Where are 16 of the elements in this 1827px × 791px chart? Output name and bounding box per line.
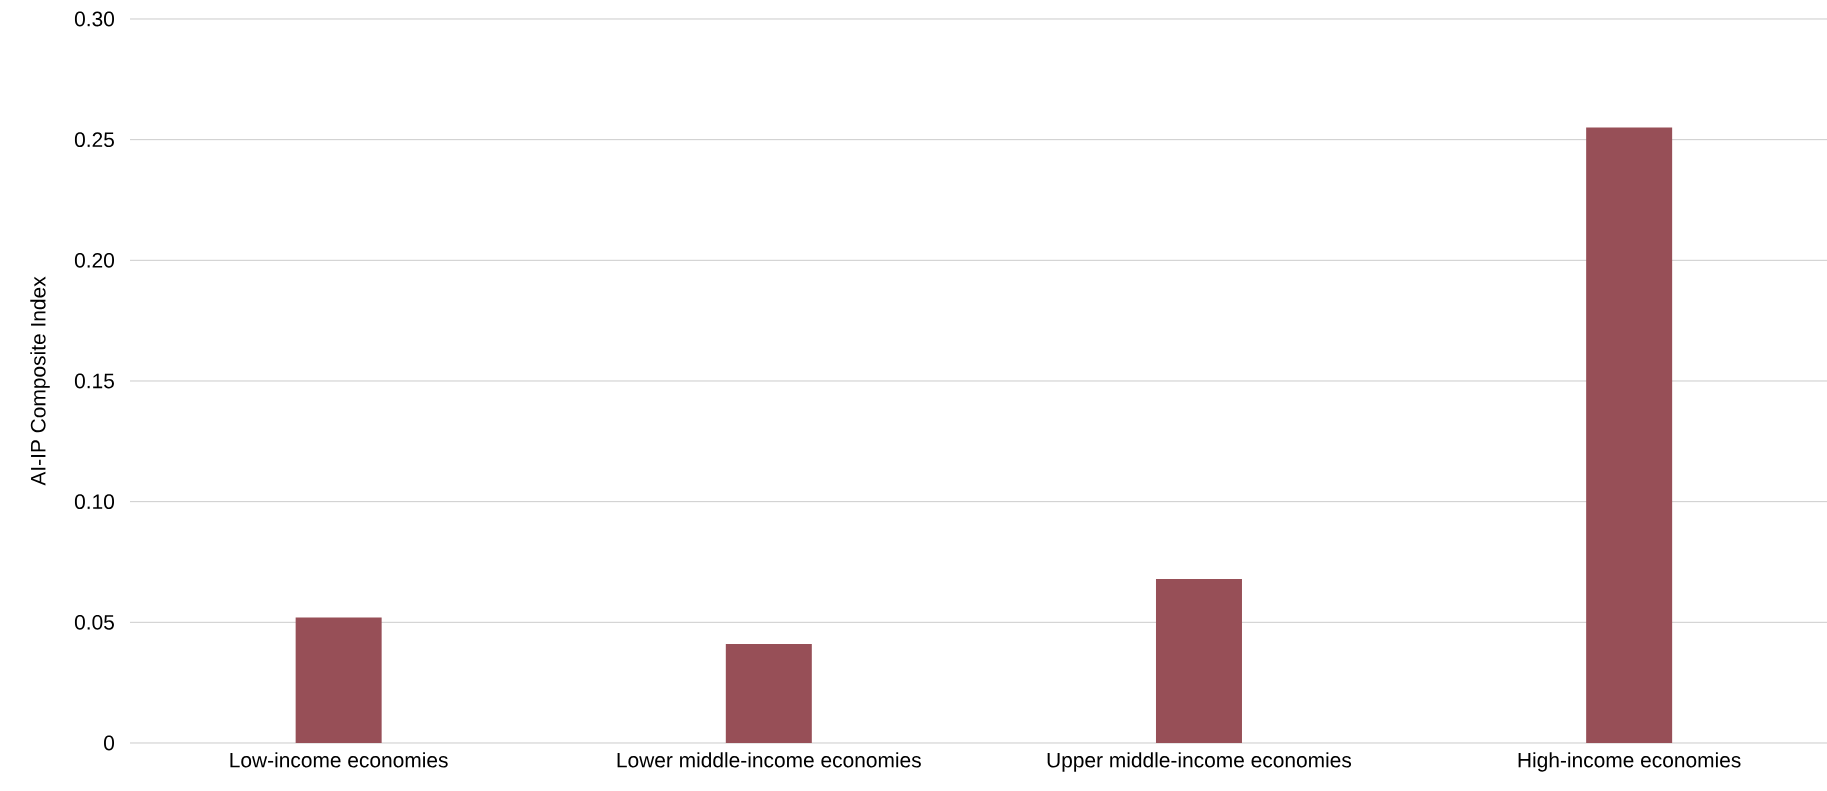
- x-tick-label: Low-income economies: [230, 752, 448, 768]
- y-tick-label: 0: [104, 735, 115, 751]
- y-tick-label: 0.05: [74, 614, 114, 630]
- x-tick-label: Upper middle-income economies: [1047, 752, 1352, 772]
- y-tick-label: 0.20: [74, 252, 115, 268]
- y-axis-title: AI-IP Composite Index: [30, 276, 50, 486]
- y-tick-label: 0.15: [74, 373, 114, 389]
- x-tick-label: Lower middle-income economies: [617, 752, 921, 768]
- y-tick-label: 0.25: [74, 132, 114, 148]
- y-tick-label: 0.10: [74, 494, 115, 510]
- bar: [1155, 578, 1242, 743]
- bar: [1586, 127, 1673, 743]
- bar: [725, 644, 812, 743]
- x-tick-label: High-income economies: [1518, 752, 1741, 772]
- y-tick-label: 0.30: [74, 11, 115, 27]
- bar: [295, 617, 382, 743]
